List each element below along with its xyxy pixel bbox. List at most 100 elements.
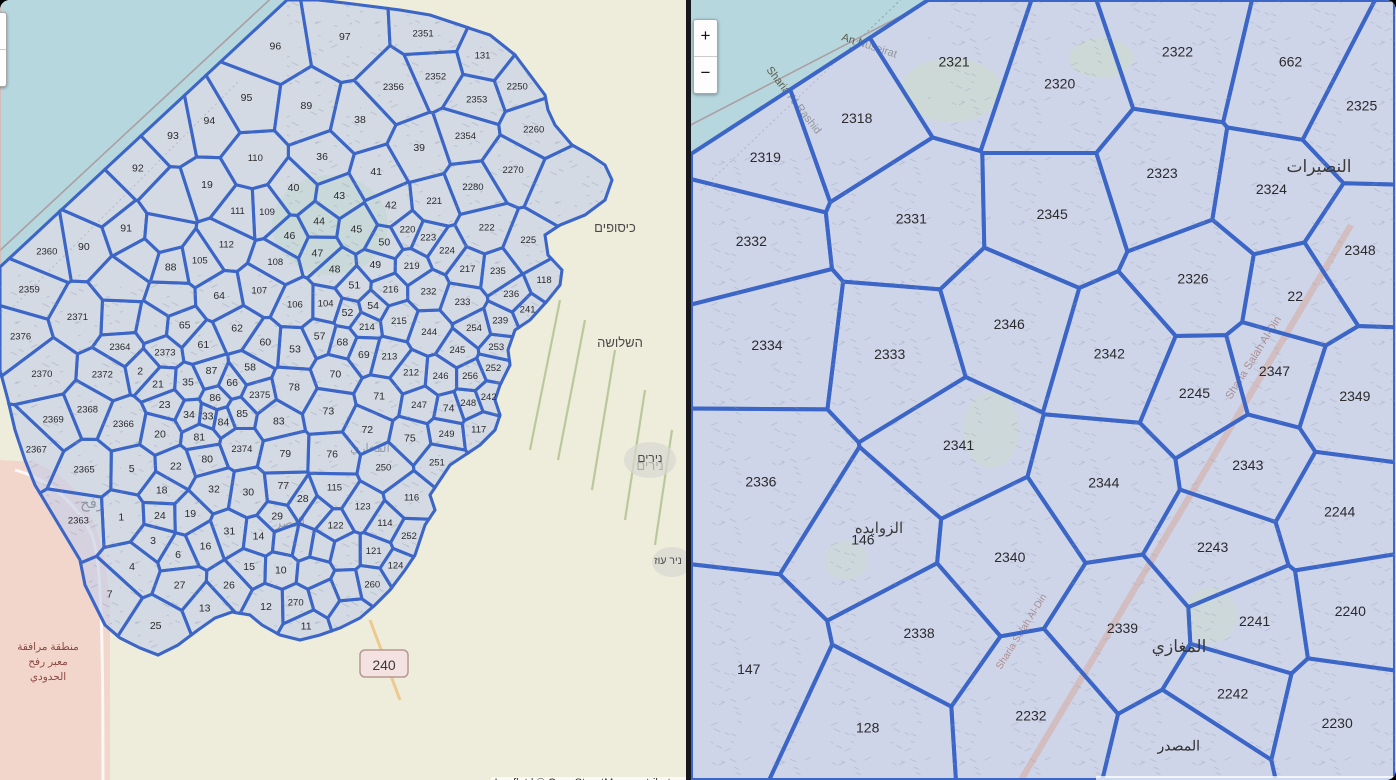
svg-text:16: 16 <box>200 540 212 552</box>
svg-text:245: 245 <box>449 345 465 356</box>
svg-text:83: 83 <box>273 416 285 428</box>
svg-text:2368: 2368 <box>77 405 98 416</box>
svg-text:222: 222 <box>479 223 495 234</box>
svg-text:121: 121 <box>366 546 382 557</box>
svg-text:ניר עוז: ניר עוז <box>654 555 682 567</box>
svg-text:117: 117 <box>471 425 486 436</box>
svg-text:2359: 2359 <box>19 285 40 296</box>
svg-text:64: 64 <box>213 290 225 302</box>
svg-text:53: 53 <box>289 344 301 356</box>
svg-text:2376: 2376 <box>10 332 31 343</box>
svg-text:105: 105 <box>192 256 208 267</box>
svg-text:14: 14 <box>253 531 265 543</box>
svg-text:2336: 2336 <box>745 473 776 489</box>
svg-text:61: 61 <box>198 339 210 351</box>
svg-text:2245: 2245 <box>1179 385 1210 401</box>
svg-text:114: 114 <box>377 518 392 529</box>
svg-text:246: 246 <box>433 371 449 382</box>
svg-text:38: 38 <box>354 114 366 126</box>
svg-text:247: 247 <box>411 400 427 411</box>
svg-text:270: 270 <box>288 597 304 608</box>
svg-text:128: 128 <box>856 720 880 736</box>
svg-text:219: 219 <box>404 261 420 272</box>
svg-text:146: 146 <box>851 531 875 547</box>
svg-text:10: 10 <box>275 564 287 576</box>
svg-text:2321: 2321 <box>939 53 970 69</box>
svg-text:109: 109 <box>259 207 275 218</box>
svg-text:50: 50 <box>379 237 391 249</box>
svg-text:2280: 2280 <box>462 182 483 193</box>
svg-text:51: 51 <box>349 280 361 292</box>
svg-text:2351: 2351 <box>413 28 434 39</box>
svg-text:2323: 2323 <box>1147 165 1178 181</box>
svg-text:5: 5 <box>129 463 135 475</box>
svg-text:29: 29 <box>271 510 283 522</box>
svg-text:2: 2 <box>137 365 143 377</box>
svg-text:40: 40 <box>288 182 300 194</box>
svg-text:76: 76 <box>326 448 338 460</box>
svg-text:2352: 2352 <box>425 71 446 82</box>
svg-text:21: 21 <box>152 378 164 390</box>
svg-text:2354: 2354 <box>455 131 476 142</box>
svg-text:2349: 2349 <box>1339 388 1370 404</box>
svg-text:النصيرات: النصيرات <box>1286 157 1351 177</box>
svg-text:2369: 2369 <box>43 415 64 426</box>
svg-text:122: 122 <box>328 520 344 531</box>
svg-text:2240: 2240 <box>1335 603 1366 619</box>
svg-text:2341: 2341 <box>943 437 974 453</box>
svg-text:2325: 2325 <box>1346 97 1377 113</box>
svg-text:111: 111 <box>230 206 244 217</box>
svg-text:منطقة مرافقة: منطقة مرافقة <box>17 641 79 653</box>
svg-text:214: 214 <box>359 322 375 333</box>
svg-text:2324: 2324 <box>1256 181 1287 197</box>
svg-text:28: 28 <box>297 493 309 505</box>
svg-text:השלושה: השלושה <box>597 335 643 350</box>
svg-text:23: 23 <box>159 399 171 411</box>
svg-text:2372: 2372 <box>92 370 113 381</box>
svg-text:74: 74 <box>443 403 455 415</box>
svg-text:80: 80 <box>201 454 213 466</box>
svg-text:2365: 2365 <box>74 465 95 476</box>
svg-text:62: 62 <box>231 323 243 335</box>
svg-text:2374: 2374 <box>231 444 252 455</box>
svg-text:260: 260 <box>364 579 380 590</box>
svg-text:32: 32 <box>208 484 220 496</box>
svg-text:2375: 2375 <box>249 390 270 401</box>
svg-text:233: 233 <box>455 297 471 308</box>
svg-text:4: 4 <box>129 561 135 573</box>
svg-text:58: 58 <box>244 362 256 374</box>
svg-text:34: 34 <box>183 409 195 421</box>
svg-text:2230: 2230 <box>1322 715 1353 731</box>
svg-text:2326: 2326 <box>1177 271 1208 287</box>
svg-text:253: 253 <box>488 342 504 353</box>
svg-text:25: 25 <box>150 620 162 632</box>
svg-text:2260: 2260 <box>523 125 544 136</box>
svg-text:224: 224 <box>439 246 455 257</box>
svg-text:1: 1 <box>118 511 124 523</box>
svg-text:2340: 2340 <box>994 549 1025 565</box>
svg-text:15: 15 <box>243 561 255 573</box>
svg-text:81: 81 <box>193 432 205 444</box>
svg-text:2243: 2243 <box>1197 539 1228 555</box>
svg-text:116: 116 <box>404 492 419 503</box>
svg-text:18: 18 <box>156 485 168 497</box>
svg-text:47: 47 <box>312 248 324 260</box>
svg-text:60: 60 <box>259 337 271 349</box>
svg-text:2320: 2320 <box>1044 75 1075 91</box>
svg-text:2366: 2366 <box>113 419 134 430</box>
svg-text:2370: 2370 <box>31 369 52 380</box>
svg-text:220: 220 <box>400 225 416 236</box>
svg-text:90: 90 <box>78 241 90 253</box>
svg-text:24: 24 <box>154 510 166 522</box>
svg-text:65: 65 <box>179 319 191 331</box>
svg-text:232: 232 <box>421 286 437 297</box>
svg-text:108: 108 <box>267 257 283 268</box>
svg-text:22: 22 <box>170 460 182 472</box>
svg-text:213: 213 <box>381 352 397 363</box>
svg-text:68: 68 <box>337 337 349 349</box>
svg-text:251: 251 <box>429 457 445 468</box>
svg-text:69: 69 <box>358 349 370 361</box>
svg-text:54: 54 <box>367 300 379 312</box>
svg-text:כיסופים: כיסופים <box>594 220 636 235</box>
svg-text:2348: 2348 <box>1345 242 1376 258</box>
